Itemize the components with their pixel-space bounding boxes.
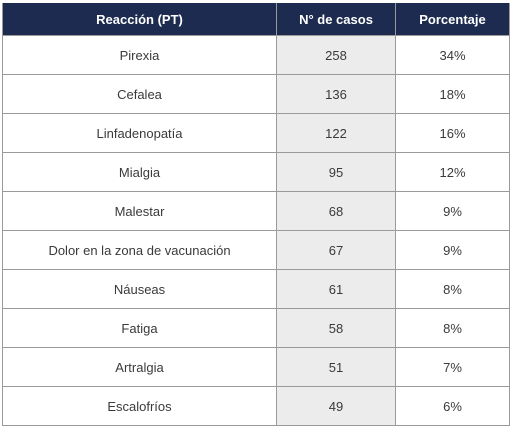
- table-row: Mialgia 95 12%: [2, 152, 510, 192]
- percentage-cell: 6%: [395, 386, 510, 426]
- reaction-cell: Linfadenopatía: [2, 113, 277, 153]
- reaction-cell: Artralgia: [2, 347, 277, 387]
- cases-cell: 61: [276, 269, 396, 309]
- cases-cell: 67: [276, 230, 396, 270]
- cases-cell: 122: [276, 113, 396, 153]
- reaction-cell: Dolor en la zona de vacunación: [2, 230, 277, 270]
- cases-cell: 68: [276, 191, 396, 231]
- reaction-cell: Escalofríos: [2, 386, 277, 426]
- cases-cell: 58: [276, 308, 396, 348]
- table-row: Linfadenopatía 122 16%: [2, 113, 510, 153]
- table-row: Artralgia 51 7%: [2, 347, 510, 387]
- reaction-cell: Malestar: [2, 191, 277, 231]
- percentage-cell: 18%: [395, 74, 510, 114]
- reaction-cell: Cefalea: [2, 74, 277, 114]
- reaction-cell: Náuseas: [2, 269, 277, 309]
- cases-cell: 51: [276, 347, 396, 387]
- table-row: Cefalea 136 18%: [2, 74, 510, 114]
- table-row: Dolor en la zona de vacunación 67 9%: [2, 230, 510, 270]
- table-row: Escalofríos 49 6%: [2, 386, 510, 426]
- percentage-cell: 7%: [395, 347, 510, 387]
- reaction-cell: Pirexia: [2, 35, 277, 75]
- reaction-cell: Mialgia: [2, 152, 277, 192]
- percentage-cell: 12%: [395, 152, 510, 192]
- percentage-cell: 9%: [395, 191, 510, 231]
- adverse-reactions-table: Reacción (PT) N° de casos Porcentaje Pir…: [2, 3, 510, 426]
- percentage-cell: 8%: [395, 269, 510, 309]
- percentage-cell: 34%: [395, 35, 510, 75]
- table-row: Fatiga 58 8%: [2, 308, 510, 348]
- header-percentage: Porcentaje: [395, 3, 510, 36]
- percentage-cell: 16%: [395, 113, 510, 153]
- table-row: Náuseas 61 8%: [2, 269, 510, 309]
- percentage-cell: 8%: [395, 308, 510, 348]
- percentage-cell: 9%: [395, 230, 510, 270]
- table-row: Pirexia 258 34%: [2, 35, 510, 75]
- header-reaction: Reacción (PT): [2, 3, 277, 36]
- table-header-row: Reacción (PT) N° de casos Porcentaje: [2, 3, 510, 36]
- cases-cell: 95: [276, 152, 396, 192]
- adverse-reactions-table-container: Reacción (PT) N° de casos Porcentaje Pir…: [2, 3, 510, 426]
- table-row: Malestar 68 9%: [2, 191, 510, 231]
- cases-cell: 136: [276, 74, 396, 114]
- reaction-cell: Fatiga: [2, 308, 277, 348]
- cases-cell: 49: [276, 386, 396, 426]
- header-cases: N° de casos: [276, 3, 396, 36]
- cases-cell: 258: [276, 35, 396, 75]
